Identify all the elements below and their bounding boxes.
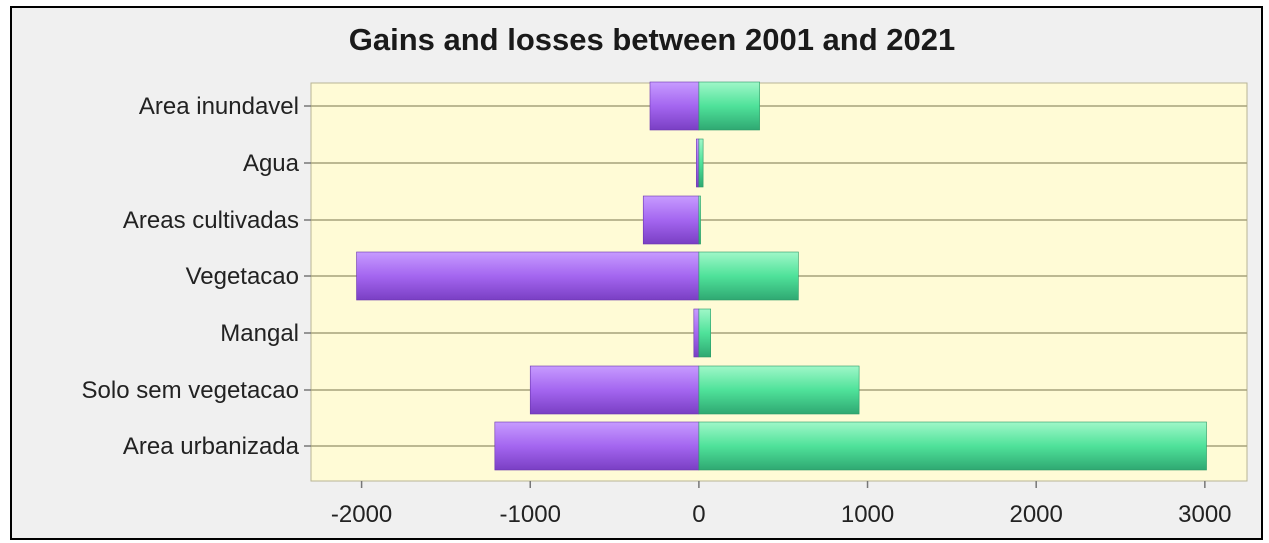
bars [356, 81, 1207, 471]
x-tick-label: 0 [692, 501, 705, 528]
loss-bar-6 [494, 421, 700, 471]
y-tick-label: Vegetacao [186, 263, 299, 290]
loss-bar-4 [693, 308, 700, 358]
x-tick-label: 1000 [841, 501, 894, 528]
y-tick-label: Areas cultivadas [123, 207, 299, 234]
y-tick-label: Solo sem vegetacao [82, 377, 299, 404]
x-tick-label: -2000 [331, 501, 392, 528]
chart-title: Gains and losses between 2001 and 2021 [349, 22, 956, 57]
x-tick-label: 3000 [1178, 501, 1231, 528]
loss-bar-2 [642, 195, 700, 245]
gain-bar-6 [698, 421, 1207, 471]
y-tick-label: Agua [243, 150, 300, 177]
axes: Area inundavel Agua Areas cultivadas Vegeta… [82, 93, 1232, 528]
gain-bar-0 [698, 81, 760, 131]
x-tick-label: -1000 [500, 501, 561, 528]
gain-bar-5 [698, 365, 860, 415]
gain-bar-2 [698, 195, 701, 245]
gain-bar-1 [698, 138, 704, 188]
y-tick-label: Mangal [220, 320, 299, 347]
loss-bar-1 [696, 138, 700, 188]
loss-bar-5 [529, 365, 700, 415]
chart-frame: Gains and losses between 2001 and 2021 A… [10, 6, 1263, 540]
x-tick-label: 2000 [1009, 501, 1062, 528]
gain-bar-3 [698, 251, 799, 301]
loss-bar-3 [356, 251, 700, 301]
gain-bar-4 [698, 308, 711, 358]
y-tick-label: Area inundavel [139, 93, 299, 120]
loss-bar-0 [649, 81, 700, 131]
chart: Gains and losses between 2001 and 2021 A… [82, 22, 1248, 528]
y-tick-label: Area urbanizada [123, 433, 300, 460]
